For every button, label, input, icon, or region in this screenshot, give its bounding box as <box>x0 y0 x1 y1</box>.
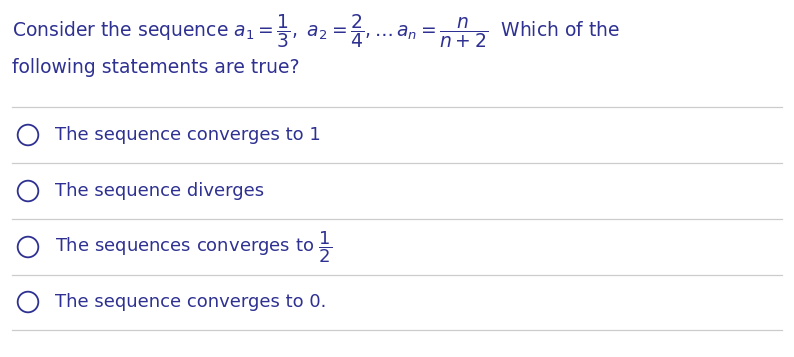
Text: The sequence diverges: The sequence diverges <box>55 182 264 200</box>
Text: The sequences converges to $\dfrac{1}{2}$: The sequences converges to $\dfrac{1}{2}… <box>55 229 333 265</box>
Text: Consider the sequence $a_1 = \dfrac{1}{3},\ a_2 = \dfrac{2}{4},\ldots\, a_n = \d: Consider the sequence $a_1 = \dfrac{1}{3… <box>12 12 620 50</box>
Text: following statements are true?: following statements are true? <box>12 58 299 77</box>
Text: The sequence converges to 1: The sequence converges to 1 <box>55 126 321 144</box>
Text: The sequence converges to 0.: The sequence converges to 0. <box>55 293 326 311</box>
